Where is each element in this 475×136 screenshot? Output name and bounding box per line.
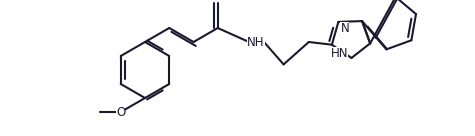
Text: NH: NH xyxy=(247,35,265,49)
Text: O: O xyxy=(213,0,222,2)
Text: HN: HN xyxy=(331,47,349,60)
Text: N: N xyxy=(341,22,349,35)
Text: O: O xyxy=(116,106,125,118)
